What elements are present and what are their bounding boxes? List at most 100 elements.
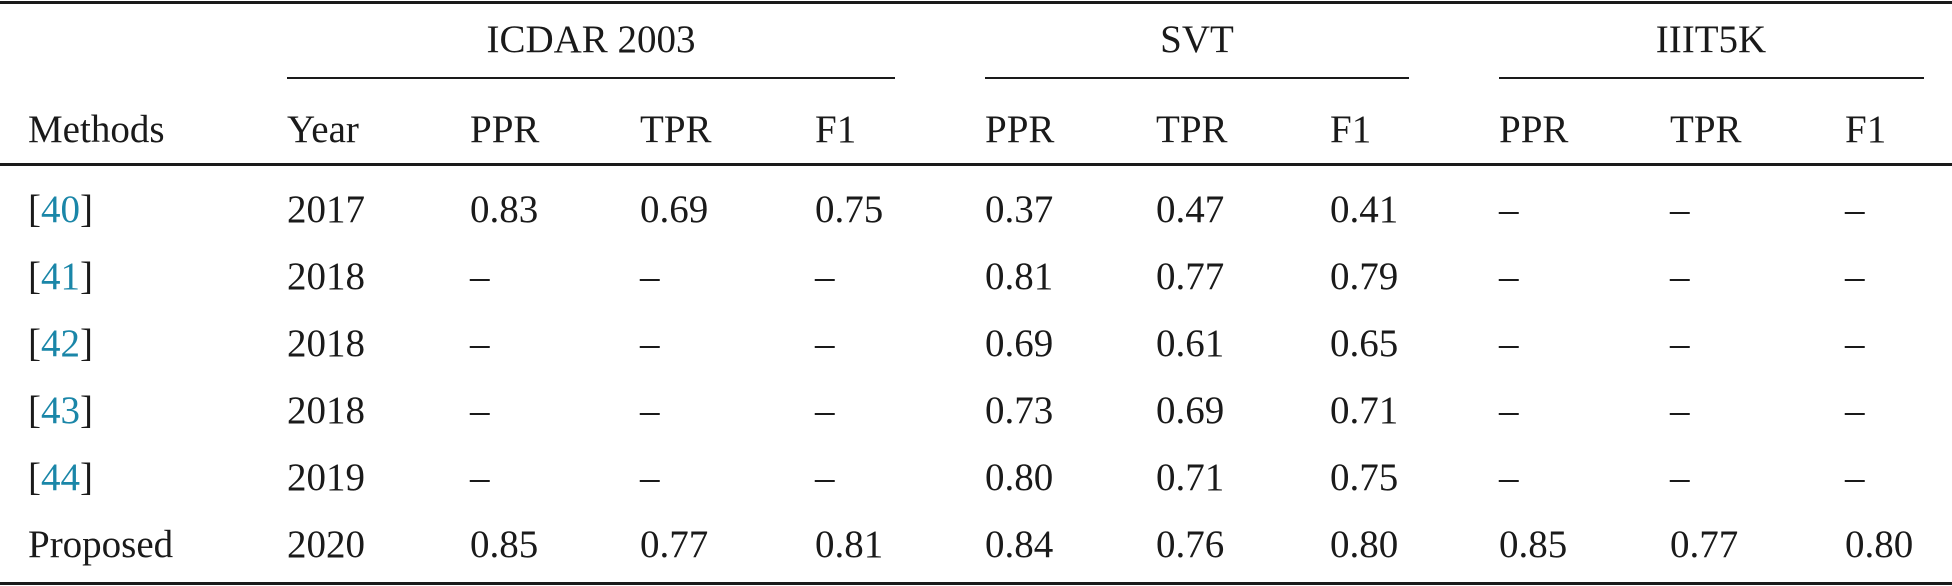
value-cell: 0.83 [470,188,539,231]
bracket-close: ] [80,255,93,298]
value-cell: – [640,322,660,365]
bracket-open: [ [28,255,41,298]
method-cell: [44] [28,458,93,497]
value-cell: 0.71 [1330,389,1399,432]
value-cell: 0.76 [1156,523,1225,566]
method-cell-proposed: Proposed [28,523,174,566]
value-cell: 0.61 [1156,322,1225,365]
value-cell: 0.77 [1670,523,1739,566]
value-cell: 0.80 [1330,523,1399,566]
group-header-svt: SVT [1160,18,1234,61]
citation-link[interactable]: 40 [41,188,80,231]
bracket-open: [ [28,322,41,365]
value-cell: 0.41 [1330,188,1399,231]
citation-link[interactable]: 44 [41,456,80,499]
citation-link[interactable]: 43 [41,389,80,432]
group-rule-icdar [287,77,895,79]
col-header-iiit5k-f1: F1 [1845,108,1887,151]
group-header-iiit5k: IIIT5K [1655,18,1767,61]
value-cell: 0.37 [985,188,1054,231]
citation-link[interactable]: 41 [41,255,80,298]
value-cell: – [640,456,660,499]
col-header-svt-ppr: PPR [985,108,1055,151]
value-cell: 0.84 [985,523,1054,566]
method-cell: [42] [28,324,93,363]
value-cell: 0.81 [985,255,1054,298]
value-cell: – [470,389,490,432]
col-header-svt-tpr: TPR [1156,108,1228,151]
bracket-close: ] [80,389,93,432]
year-cell: 2017 [287,188,365,231]
value-cell: – [1845,322,1865,365]
method-cell: [43] [28,391,93,430]
col-header-methods: Methods [28,108,165,151]
bracket-open: [ [28,188,41,231]
col-header-svt-f1: F1 [1330,108,1372,151]
value-cell: – [1670,188,1690,231]
bracket-open: [ [28,456,41,499]
value-cell: – [815,389,835,432]
value-cell: – [1670,322,1690,365]
value-cell: 0.69 [640,188,709,231]
value-cell: 0.73 [985,389,1054,432]
value-cell: – [1670,255,1690,298]
value-cell: – [1499,389,1519,432]
value-cell: – [1499,188,1519,231]
bracket-open: [ [28,389,41,432]
bottom-rule [0,582,1952,585]
value-cell: – [1499,322,1519,365]
value-cell: – [470,456,490,499]
value-cell: – [1499,255,1519,298]
value-cell: – [1670,389,1690,432]
year-cell: 2018 [287,389,365,432]
col-header-year: Year [287,108,359,151]
value-cell: 0.79 [1330,255,1399,298]
bracket-close: ] [80,322,93,365]
value-cell: – [1670,456,1690,499]
value-cell: – [1845,188,1865,231]
year-cell: 2020 [287,523,365,566]
group-header-icdar: ICDAR 2003 [486,18,696,61]
value-cell: – [1845,255,1865,298]
value-cell: 0.77 [1156,255,1225,298]
value-cell: – [1499,456,1519,499]
col-header-icdar-ppr: PPR [470,108,540,151]
col-header-iiit5k-tpr: TPR [1670,108,1742,151]
value-cell: 0.77 [640,523,709,566]
group-rule-svt [985,77,1409,79]
method-cell: [40] [28,190,93,229]
value-cell: 0.71 [1156,456,1225,499]
col-header-icdar-tpr: TPR [640,108,712,151]
citation-link[interactable]: 42 [41,322,80,365]
value-cell: 0.80 [985,456,1054,499]
value-cell: – [470,322,490,365]
bracket-close: ] [80,456,93,499]
value-cell: 0.85 [470,523,539,566]
value-cell: – [640,389,660,432]
value-cell: 0.69 [1156,389,1225,432]
method-cell: [41] [28,257,93,296]
col-header-icdar-f1: F1 [815,108,857,151]
year-cell: 2018 [287,322,365,365]
top-rule [0,1,1952,4]
value-cell: 0.80 [1845,523,1914,566]
value-cell: 0.47 [1156,188,1225,231]
value-cell: – [815,255,835,298]
value-cell: 0.69 [985,322,1054,365]
value-cell: 0.65 [1330,322,1399,365]
value-cell: 0.81 [815,523,884,566]
value-cell: – [815,456,835,499]
header-rule [0,163,1952,166]
col-header-iiit5k-ppr: PPR [1499,108,1569,151]
value-cell: 0.75 [1330,456,1399,499]
bracket-close: ] [80,188,93,231]
year-cell: 2019 [287,456,365,499]
year-cell: 2018 [287,255,365,298]
value-cell: – [470,255,490,298]
group-rule-iiit5k [1499,77,1924,79]
value-cell: – [1845,456,1865,499]
value-cell: – [815,322,835,365]
value-cell: 0.75 [815,188,884,231]
value-cell: – [1845,389,1865,432]
